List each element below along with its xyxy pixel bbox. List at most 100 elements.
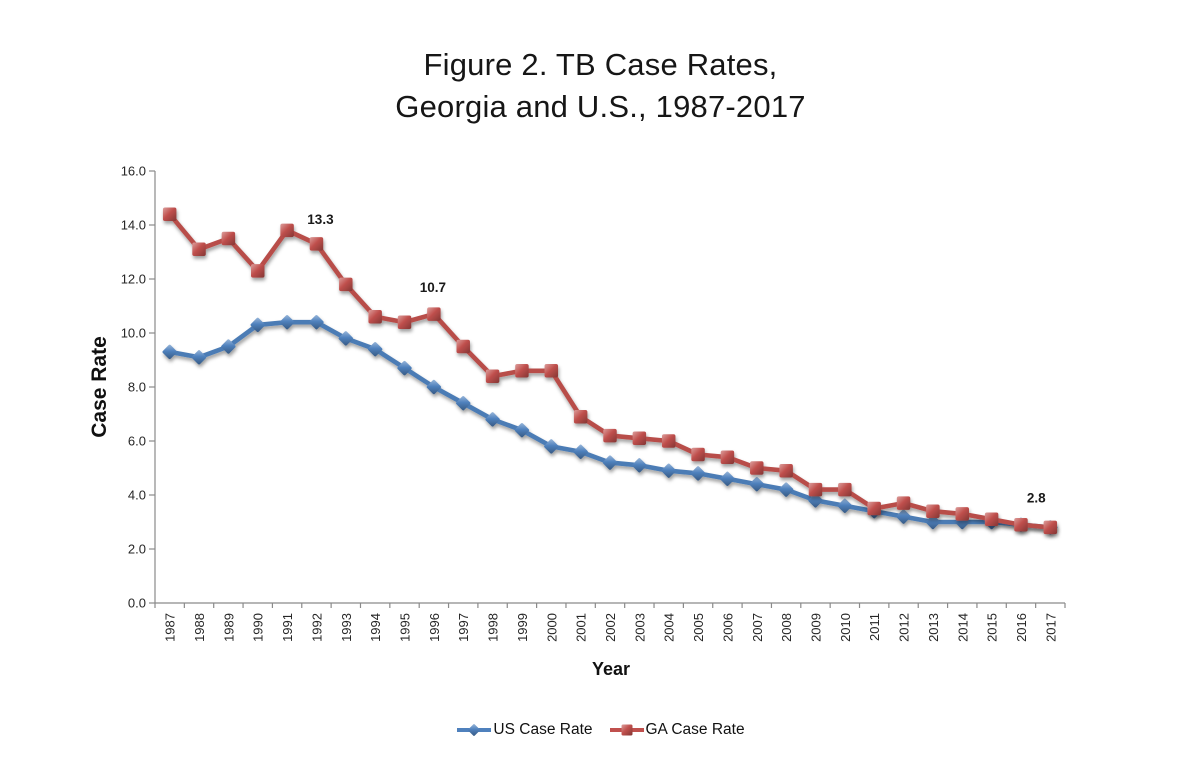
data-point-marker bbox=[779, 463, 793, 478]
legend-label-us: US Case Rate bbox=[493, 721, 593, 738]
ga-case-rate-series bbox=[162, 207, 1058, 535]
y-tick-label: 8.0 bbox=[128, 380, 146, 395]
data-point-marker bbox=[867, 501, 881, 516]
data-point-marker bbox=[602, 455, 618, 470]
data-point-marker bbox=[690, 466, 706, 481]
legend-item-us-case-rate: US Case Rate bbox=[456, 721, 593, 739]
data-label: 10.7 bbox=[420, 280, 446, 295]
data-point-marker bbox=[720, 450, 735, 464]
data-point-marker bbox=[691, 447, 705, 462]
x-tick-label: 2000 bbox=[544, 613, 559, 642]
y-tick-label: 10.0 bbox=[121, 326, 146, 341]
x-tick-label: 2015 bbox=[985, 613, 1000, 642]
data-point-marker bbox=[515, 364, 529, 378]
legend-item-ga-case-rate: GA Case Rate bbox=[609, 721, 745, 739]
x-tick-label: 1994 bbox=[368, 613, 383, 642]
annotations: 13.3 10.7 2.8 bbox=[307, 212, 1046, 506]
data-point-marker bbox=[309, 237, 324, 251]
x-axis-title: Year bbox=[592, 659, 630, 679]
x-tick-label: 2009 bbox=[808, 613, 823, 642]
y-tick-label: 12.0 bbox=[121, 272, 146, 287]
x-tick-label: 2002 bbox=[603, 613, 618, 642]
data-label: 2.8 bbox=[1027, 490, 1046, 505]
x-tick-label: 2008 bbox=[779, 613, 794, 642]
data-point-marker bbox=[514, 423, 530, 438]
x-tick-label: 2006 bbox=[720, 613, 735, 642]
chart-legend: US Case Rate GA Case Rate bbox=[0, 721, 1201, 739]
x-tick-label: 1987 bbox=[163, 613, 178, 642]
data-point-marker bbox=[338, 331, 353, 346]
ga-series-marker-icon bbox=[609, 722, 645, 738]
x-tick-label: 1999 bbox=[515, 613, 530, 642]
us-case-rate-series bbox=[162, 315, 1058, 535]
data-point-marker bbox=[485, 369, 500, 383]
data-point-marker bbox=[544, 364, 559, 378]
data-point-marker bbox=[397, 360, 412, 376]
figure-title: Figure 2. TB Case Rates, Georgia and U.S… bbox=[0, 44, 1201, 128]
data-point-marker bbox=[632, 431, 647, 446]
data-point-marker bbox=[632, 458, 647, 473]
x-tick-label: 1998 bbox=[486, 613, 501, 642]
x-tick-label: 1988 bbox=[192, 613, 207, 642]
data-point-marker bbox=[221, 339, 236, 354]
x-tick-label: 1990 bbox=[251, 613, 266, 642]
data-point-marker bbox=[426, 379, 442, 395]
series-line bbox=[167, 211, 1053, 530]
data-label: 13.3 bbox=[307, 212, 334, 227]
x-tick-label: 1995 bbox=[398, 613, 413, 642]
data-point-marker bbox=[397, 315, 412, 329]
y-tick-label: 4.0 bbox=[128, 488, 146, 503]
data-point-marker bbox=[896, 496, 911, 510]
data-point-marker bbox=[485, 412, 500, 427]
data-point-marker bbox=[221, 231, 236, 246]
data-point-marker bbox=[1014, 517, 1028, 532]
data-point-marker bbox=[573, 444, 588, 459]
x-tick-label: 2016 bbox=[1014, 613, 1029, 642]
data-point-marker bbox=[368, 342, 383, 357]
x-tick-label: 1996 bbox=[427, 613, 442, 642]
tick-labels: 0.0 2.0 4.0 6.0 8.0 10.0 12.0 14.0 16.0 1987 1988 1… bbox=[121, 164, 1059, 642]
x-tick-label: 2007 bbox=[750, 613, 765, 642]
data-point-marker bbox=[427, 307, 441, 321]
y-tick-label: 14.0 bbox=[121, 218, 146, 233]
y-tick-label: 6.0 bbox=[128, 434, 146, 449]
data-point-marker bbox=[192, 242, 206, 257]
data-point-marker bbox=[926, 504, 940, 518]
data-point-marker bbox=[749, 477, 764, 492]
data-point-marker bbox=[750, 461, 764, 475]
x-tick-label: 2014 bbox=[955, 613, 970, 642]
figure-title-line2: Georgia and U.S., 1987-2017 bbox=[395, 89, 806, 124]
data-point-marker bbox=[544, 439, 559, 454]
data-point-marker bbox=[456, 339, 470, 354]
data-point-marker bbox=[838, 482, 852, 497]
data-point-marker bbox=[339, 277, 353, 292]
data-point-marker bbox=[280, 223, 294, 238]
data-point-marker bbox=[925, 514, 941, 530]
data-point-marker bbox=[778, 482, 794, 497]
x-tick-label: 1992 bbox=[309, 613, 324, 642]
data-point-marker bbox=[720, 471, 735, 486]
x-tick-label: 2011 bbox=[867, 613, 882, 641]
data-point-marker bbox=[896, 509, 911, 524]
data-point-marker bbox=[837, 498, 852, 513]
data-point-marker bbox=[456, 396, 471, 411]
data-point-marker bbox=[309, 315, 324, 330]
data-point-marker bbox=[191, 350, 207, 365]
x-tick-label: 2012 bbox=[897, 613, 912, 642]
y-tick-label: 0.0 bbox=[128, 596, 146, 611]
us-series-marker-icon bbox=[456, 722, 492, 738]
x-tick-label: 2001 bbox=[574, 613, 589, 642]
data-point-marker bbox=[603, 428, 617, 443]
data-point-marker bbox=[250, 264, 265, 278]
data-point-marker bbox=[808, 482, 823, 497]
data-point-marker bbox=[573, 409, 588, 424]
data-point-marker bbox=[661, 434, 676, 448]
x-tick-label: 1991 bbox=[280, 613, 295, 642]
data-point-marker bbox=[955, 507, 970, 521]
y-tick-label: 16.0 bbox=[121, 164, 146, 179]
data-point-marker bbox=[368, 310, 382, 324]
legend-label-ga: GA Case Rate bbox=[645, 721, 745, 738]
x-tick-label: 2004 bbox=[662, 613, 677, 642]
data-point-marker bbox=[808, 493, 823, 508]
x-tick-label: 1993 bbox=[339, 613, 354, 642]
